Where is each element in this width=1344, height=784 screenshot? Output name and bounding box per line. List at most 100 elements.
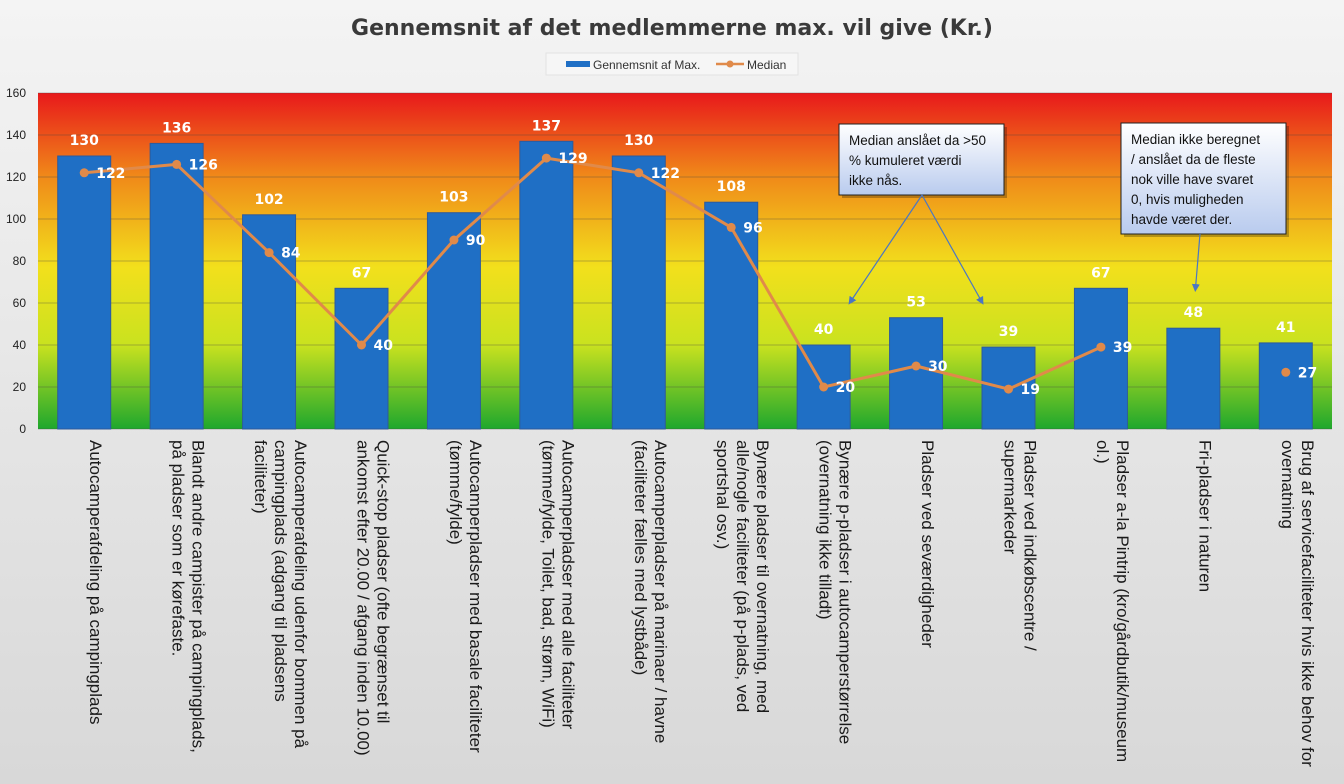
legend: Gennemsnit af Max. Median	[545, 52, 799, 76]
bar	[889, 317, 944, 430]
median-value-label: 90	[466, 233, 486, 249]
annotation-text: Median anslået da >50	[849, 133, 986, 148]
bar-value-label: 103	[439, 190, 468, 206]
x-tick-label: Autocamperpladser på marinaer / havne(fa…	[631, 440, 670, 743]
bar	[704, 201, 759, 430]
x-tick-label-line: Autocamperpladser med basale faciliteter	[466, 440, 485, 753]
x-tick-label: Bynære p-pladser i autocamperstørrelse(o…	[816, 440, 855, 744]
x-tick-label-line: Bynære pladser til overnatning, med	[753, 440, 772, 713]
bar	[1166, 327, 1221, 430]
median-line-path	[84, 156, 1102, 391]
bar-value-label: 67	[1091, 265, 1110, 281]
bar	[57, 155, 112, 430]
bar	[242, 214, 297, 430]
x-tick-label-line: (faciliteter fælles med lystbåde)	[631, 440, 650, 675]
y-tick-label: 60	[13, 296, 27, 310]
x-tick-label-line: Quick-stop pladser (ofte begrænset til	[374, 440, 393, 723]
y-tick-label: 0	[19, 422, 26, 436]
x-tick-label-line: faciliteter)	[251, 440, 270, 514]
median-value-label: 122	[651, 166, 680, 182]
x-tick-label-line: alle/nogle faciliteter (på p-plads, ved	[733, 440, 752, 712]
annotation-text: nok ville have svaret	[1131, 172, 1254, 187]
x-tick-label: Autocamperafdeling udenfor bommen påcamp…	[251, 440, 310, 749]
x-tick-label: Blandt andre campister på campingplads,p…	[169, 440, 208, 753]
median-point	[911, 361, 921, 371]
bar	[1073, 287, 1128, 430]
x-tick-label-line: overnatning	[1278, 440, 1297, 529]
median-point	[1281, 367, 1291, 377]
median-line	[79, 153, 1291, 394]
x-tick-label-line: Brug af servicefaciliteter hvis ikke beh…	[1298, 440, 1317, 767]
x-tick-label-line: supermarkeder	[1001, 440, 1020, 555]
x-tick-label: Pladser ved indkøbscentre /supermarkeder	[1001, 440, 1040, 651]
x-tick-label-line: Blandt andre campister på campingplads,	[189, 440, 208, 753]
median-value-label: 27	[1298, 365, 1317, 381]
median-point	[449, 235, 459, 245]
x-tick-label-line: Autocamperpladser på marinaer / havne	[651, 440, 670, 743]
annotation-text: ikke nås.	[849, 173, 902, 188]
y-tick-label: 80	[13, 254, 27, 268]
annotation-text: % kumuleret værdi	[849, 153, 962, 168]
x-tick-label-line: Pladser ved indkøbscentre /	[1021, 440, 1040, 651]
x-tick-label-line: sportshal osv.)	[713, 440, 732, 549]
legend-box	[545, 52, 799, 76]
x-tick-label: Autocamperafdeling på campingplads	[86, 440, 105, 724]
bar-value-label: 102	[254, 192, 283, 208]
median-value-label: 122	[96, 166, 125, 182]
x-tick-label-line: campingplads (adgang til pladsens	[271, 440, 290, 702]
median-point	[1096, 342, 1106, 352]
x-tick-label: Pladser a-la Pintrip (kro/gårdbutik/muse…	[1093, 440, 1132, 762]
median-point	[264, 248, 274, 258]
bar	[519, 140, 574, 430]
x-tick-label-line: Pladser ved seværdigheder	[918, 440, 937, 648]
bar-value-label: 41	[1276, 320, 1295, 336]
y-tick-label: 40	[13, 338, 27, 352]
bar-value-label: 108	[717, 179, 746, 195]
median-point	[1004, 384, 1013, 394]
y-tick-label: 100	[6, 212, 26, 226]
bar	[1258, 342, 1313, 430]
annotation-rect	[838, 123, 1005, 196]
median-value-label: 20	[836, 380, 856, 396]
x-tick-label-line: (overnatning ikke tilladt)	[816, 440, 835, 620]
annotation-box: Median anslået da >50 % kumuleret værdi ik…	[838, 123, 1007, 305]
chart-title: Gennemsnit af det medlemmerne max. vil g…	[351, 16, 993, 41]
data-labels: 130 136 102 67 103 137 130 108 40 53 39 67 48 41 122 12…	[70, 118, 1318, 398]
x-tick-label: Fri-pladser i naturen	[1195, 440, 1214, 592]
legend-line-marker	[726, 60, 734, 68]
bar	[426, 212, 481, 430]
x-tick-label: Quick-stop pladser (ofte begrænset tilan…	[354, 440, 393, 756]
bar-value-label: 137	[532, 118, 561, 134]
bar-value-label: 136	[162, 120, 191, 136]
x-tick-label-line: ol.)	[1093, 440, 1112, 464]
bar-value-label: 130	[70, 133, 99, 149]
bar	[334, 287, 389, 430]
y-tick-label: 120	[6, 170, 26, 184]
legend-line-label: Median	[747, 58, 786, 72]
bar-value-label: 48	[1184, 305, 1203, 321]
annotation-arrow	[848, 194, 923, 305]
median-point	[726, 222, 736, 232]
annotation-arrow	[1191, 233, 1201, 292]
annotation-text: 0, hvis muligheden	[1131, 192, 1244, 207]
y-axis: 0 20 40 60 80 100 120 140 160	[6, 86, 26, 436]
median-value-label: 40	[374, 338, 394, 354]
x-tick-label-line: Pladser a-la Pintrip (kro/gårdbutik/muse…	[1113, 440, 1132, 762]
x-tick-label-line: Bynære p-pladser i autocamperstørrelse	[836, 440, 855, 744]
legend-bar-swatch	[566, 61, 590, 67]
x-tick-label-line: Autocamperpladser med alle faciliteter	[558, 440, 577, 729]
y-tick-label: 20	[13, 380, 27, 394]
x-tick-label-line: (tømme/fylde, Toilet, bad, strøm, WiFi)	[538, 440, 557, 728]
x-tick-label-line: Fri-pladser i naturen	[1195, 440, 1214, 592]
x-tick-label-line: (tømme/fylde)	[446, 440, 465, 545]
median-value-label: 126	[189, 157, 218, 173]
legend-bar-label: Gennemsnit af Max.	[593, 58, 700, 72]
annotation-text: Median ikke beregnet	[1131, 132, 1260, 147]
annotations: Median anslået da >50 % kumuleret værdi ik…	[838, 122, 1289, 305]
bar-value-label: 53	[906, 295, 925, 311]
y-tick-label: 140	[6, 128, 26, 142]
annotation-box: Median ikke beregnet / anslået da de fles…	[1120, 122, 1289, 292]
bar-value-label: 130	[624, 133, 653, 149]
median-value-label: 39	[1113, 340, 1132, 356]
